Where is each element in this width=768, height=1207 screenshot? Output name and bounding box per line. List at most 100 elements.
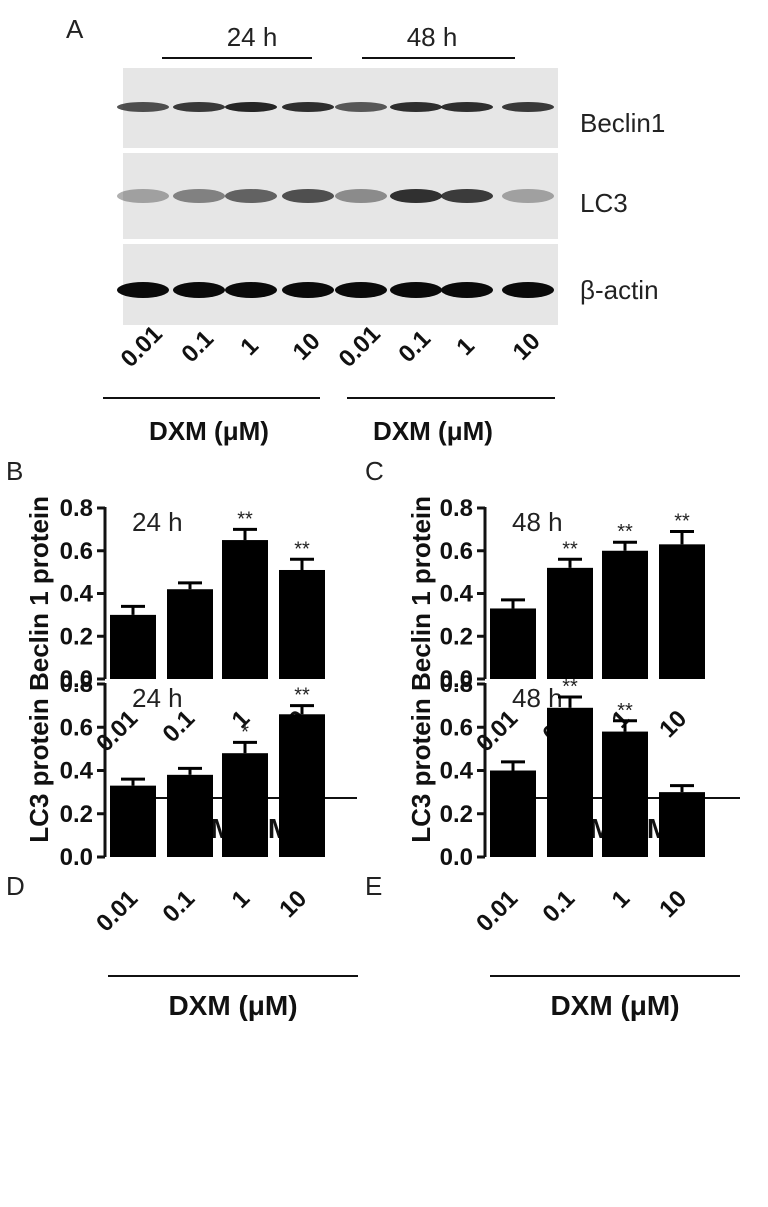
panel-e-ylabel: LC3 protein bbox=[406, 698, 436, 842]
panel-e-category-2: 0.1 bbox=[538, 885, 581, 928]
blot-dose-label-2: 0.1 bbox=[176, 325, 219, 368]
panel-c-significance-3: ** bbox=[617, 521, 633, 543]
panel-b-bar-2 bbox=[167, 589, 213, 679]
band-beta-actin-lane-5 bbox=[335, 282, 387, 298]
panel-b-bar-3 bbox=[222, 540, 268, 679]
blot-dose-label-4: 10 bbox=[288, 328, 326, 366]
panel-b-ytick-label-2: 0.4 bbox=[60, 581, 94, 608]
panel-b-ytick-label-1: 0.2 bbox=[60, 623, 93, 650]
panel-d-annotation: 24 h bbox=[132, 683, 183, 713]
panel-d-bar-3 bbox=[222, 753, 268, 857]
panel-d-ytick-label-0: 0.0 bbox=[60, 844, 93, 871]
band-lc3-lane-8 bbox=[502, 189, 554, 203]
band-beclin1-lane-1 bbox=[117, 102, 169, 112]
panel-d-ytick-label-3: 0.6 bbox=[60, 714, 93, 741]
panel-e-bar-2 bbox=[547, 707, 593, 857]
band-beta-actin-lane-4 bbox=[282, 282, 334, 298]
blot-dose-label-1: 0.01 bbox=[116, 321, 168, 373]
panel-b-annotation: 24 h bbox=[132, 507, 183, 537]
band-beclin1-lane-4 bbox=[282, 102, 334, 112]
panel-d-category-1: 0.01 bbox=[91, 885, 143, 937]
blot-xlabel-48h: DXM (μM) bbox=[373, 416, 493, 446]
band-beclin1-lane-2 bbox=[173, 102, 225, 112]
panel-b-ytick-label-0: 0.0 bbox=[60, 666, 93, 693]
panel-e-significance-3: ** bbox=[617, 700, 633, 722]
panel-b-ytick-label-4: 0.8 bbox=[60, 495, 93, 522]
panel-d-bar-4 bbox=[279, 714, 325, 857]
panel-d-bar-2 bbox=[167, 774, 213, 857]
panel-d-bar-1 bbox=[110, 785, 156, 857]
panel-d-ytick-label-2: 0.4 bbox=[60, 758, 94, 785]
time-label-24h: 24 h bbox=[227, 22, 278, 52]
panel-c-significance-4: ** bbox=[674, 511, 690, 533]
blot-dose-label-3: 1 bbox=[235, 332, 264, 361]
band-label-beclin1: Beclin1 bbox=[580, 108, 665, 138]
panel-d-ylabel: LC3 protein bbox=[24, 698, 54, 842]
panel-d-category-4: 10 bbox=[274, 885, 312, 923]
blot-dose-label-7: 1 bbox=[451, 332, 480, 361]
band-beclin1-lane-5 bbox=[335, 102, 387, 112]
panel-e-ytick-label-4: 0.8 bbox=[440, 671, 473, 698]
band-beclin1-lane-6 bbox=[390, 102, 442, 112]
panel-e-ytick-label-3: 0.6 bbox=[440, 714, 473, 741]
panel-b-bar-1 bbox=[110, 614, 156, 679]
panel-e-ytick-label-0: 0.0 bbox=[440, 844, 473, 871]
panel-d-ytick-label-4: 0.8 bbox=[60, 671, 93, 698]
band-lc3-lane-6 bbox=[390, 189, 442, 203]
panel-e-bar-4 bbox=[659, 792, 705, 857]
panel-c-bar-3 bbox=[602, 550, 648, 679]
panel-b-significance-3: ** bbox=[237, 508, 253, 530]
band-lc3-lane-5 bbox=[335, 189, 387, 203]
panel-e-bar-3 bbox=[602, 731, 648, 857]
band-beta-actin-lane-1 bbox=[117, 282, 169, 298]
band-beta-actin-lane-3 bbox=[225, 282, 277, 298]
blot-dose-label-5: 0.01 bbox=[334, 321, 386, 373]
blot-dose-label-6: 0.1 bbox=[393, 325, 436, 368]
panel-e-ytick-label-1: 0.2 bbox=[440, 801, 473, 828]
panel-c-bar-4 bbox=[659, 544, 705, 679]
panel-e-category-1: 0.01 bbox=[471, 885, 523, 937]
band-lc3-lane-4 bbox=[282, 189, 334, 203]
blot-dose-label-8: 10 bbox=[508, 328, 546, 366]
panel-d-label: D bbox=[6, 871, 25, 901]
panel-c-ytick-label-1: 0.2 bbox=[440, 623, 473, 650]
band-beta-actin-lane-2 bbox=[173, 282, 225, 298]
band-beta-actin-lane-6 bbox=[390, 282, 442, 298]
panel-e-significance-2: ** bbox=[562, 676, 578, 698]
panel-c-ytick-label-0: 0.0 bbox=[440, 666, 473, 693]
panel-c-significance-2: ** bbox=[562, 538, 578, 560]
panel-c-ytick-label-4: 0.8 bbox=[440, 495, 473, 522]
panel-c-ytick-label-3: 0.6 bbox=[440, 538, 473, 565]
time-label-48h: 48 h bbox=[407, 22, 458, 52]
band-lc3-lane-7 bbox=[441, 189, 493, 203]
panel-d-category-3: 1 bbox=[227, 885, 256, 914]
panel-c-label: C bbox=[365, 456, 384, 486]
band-lc3-lane-2 bbox=[173, 189, 225, 203]
panel-d-category-2: 0.1 bbox=[158, 885, 201, 928]
panel-b-ytick-label-3: 0.6 bbox=[60, 538, 93, 565]
panel-d-ytick-label-1: 0.2 bbox=[60, 801, 93, 828]
band-lc3-lane-3 bbox=[225, 189, 277, 203]
panel-b-significance-4: ** bbox=[294, 538, 310, 560]
band-beta-actin-lane-8 bbox=[502, 282, 554, 298]
panel-d-significance-3: * bbox=[241, 721, 249, 743]
band-label-beta-actin: β-actin bbox=[580, 275, 659, 305]
band-beclin1-lane-8 bbox=[502, 102, 554, 112]
blot-xlabel-24h: DXM (μM) bbox=[149, 416, 269, 446]
band-beclin1-lane-3 bbox=[225, 102, 277, 112]
panel-b-label: B bbox=[6, 456, 23, 486]
panel-c-ylabel: Beclin 1 protein bbox=[406, 496, 436, 691]
panel-e-ytick-label-2: 0.4 bbox=[440, 758, 474, 785]
panel-d-xlabel: DXM (μM) bbox=[168, 990, 297, 1021]
panel-c-bar-2 bbox=[547, 567, 593, 679]
panel-b-ylabel: Beclin 1 protein bbox=[24, 496, 54, 691]
panel-e-xlabel: DXM (μM) bbox=[550, 990, 679, 1021]
panel-e-bar-1 bbox=[490, 770, 536, 857]
panel-e-category-4: 10 bbox=[654, 885, 692, 923]
panel-c-bar-1 bbox=[490, 608, 536, 679]
band-beta-actin-lane-7 bbox=[441, 282, 493, 298]
panel-d-significance-4: ** bbox=[294, 685, 310, 707]
panel-e-category-3: 1 bbox=[607, 885, 636, 914]
band-beclin1-lane-7 bbox=[441, 102, 493, 112]
